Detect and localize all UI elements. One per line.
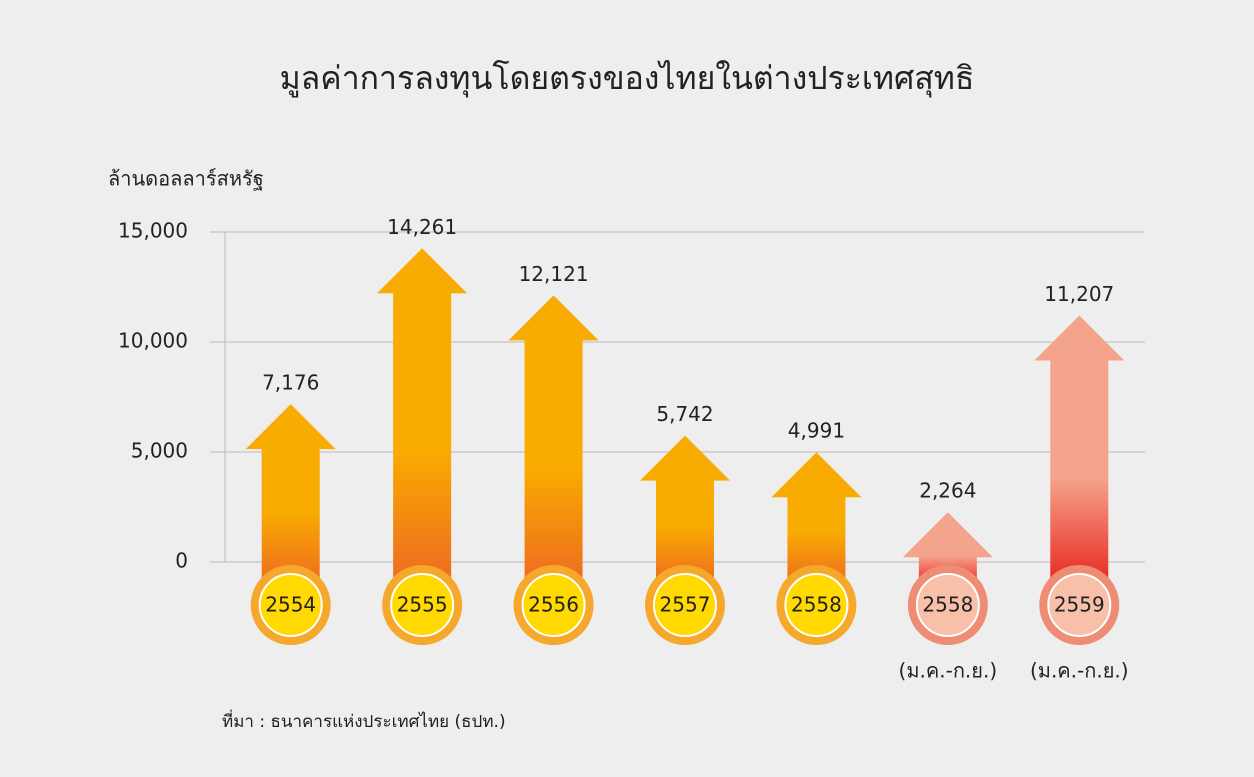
arrow-bar	[508, 295, 599, 585]
category-circle	[653, 573, 717, 637]
x-tick-label: 2554	[265, 593, 316, 617]
category-circle	[258, 573, 323, 637]
value-label: 2,264	[919, 479, 976, 503]
x-tick-label: 2558	[922, 593, 973, 617]
y-axis-label: ล้านดอลลาร์สหรัฐ	[108, 167, 264, 191]
category-circle	[1047, 573, 1112, 637]
category-circle	[784, 573, 849, 637]
value-label: 4,991	[788, 419, 845, 443]
category-circle	[521, 573, 586, 637]
value-label: 11,207	[1044, 282, 1114, 306]
x-tick-label: 2557	[660, 593, 711, 617]
x-tick-label: 2556	[528, 593, 579, 617]
x-tick-label: 2559	[1054, 593, 1105, 617]
arrow-bar	[1034, 315, 1125, 585]
value-label: 5,742	[656, 402, 713, 426]
arrow-bar	[902, 512, 993, 585]
category-note: (ม.ค.-ก.ย.)	[899, 659, 998, 683]
category-note: (ม.ค.-ก.ย.)	[1030, 659, 1129, 683]
y-tick-label: 15,000	[118, 219, 188, 243]
value-label: 12,121	[519, 262, 589, 286]
category-circle	[390, 573, 455, 637]
arrow-bar	[245, 404, 336, 585]
x-tick-label: 2555	[397, 593, 448, 617]
chart-title: มูลค่าการลงทุนโดยตรงของไทยในต่างประเทศสุ…	[280, 59, 975, 98]
arrow-bar	[771, 452, 862, 585]
value-label: 7,176	[262, 371, 319, 395]
y-tick-label: 5,000	[131, 439, 188, 463]
arrow-bar	[640, 435, 730, 585]
category-circle	[915, 573, 980, 637]
value-label: 14,261	[387, 215, 457, 239]
x-tick-label: 2558	[791, 593, 842, 617]
arrow-bar	[377, 248, 468, 585]
y-tick-label: 0	[175, 549, 188, 573]
y-tick-label: 10,000	[118, 329, 188, 353]
source: ที่มา : ธนาคารแห่งประเทศไทย (ธปท.)	[222, 709, 506, 732]
